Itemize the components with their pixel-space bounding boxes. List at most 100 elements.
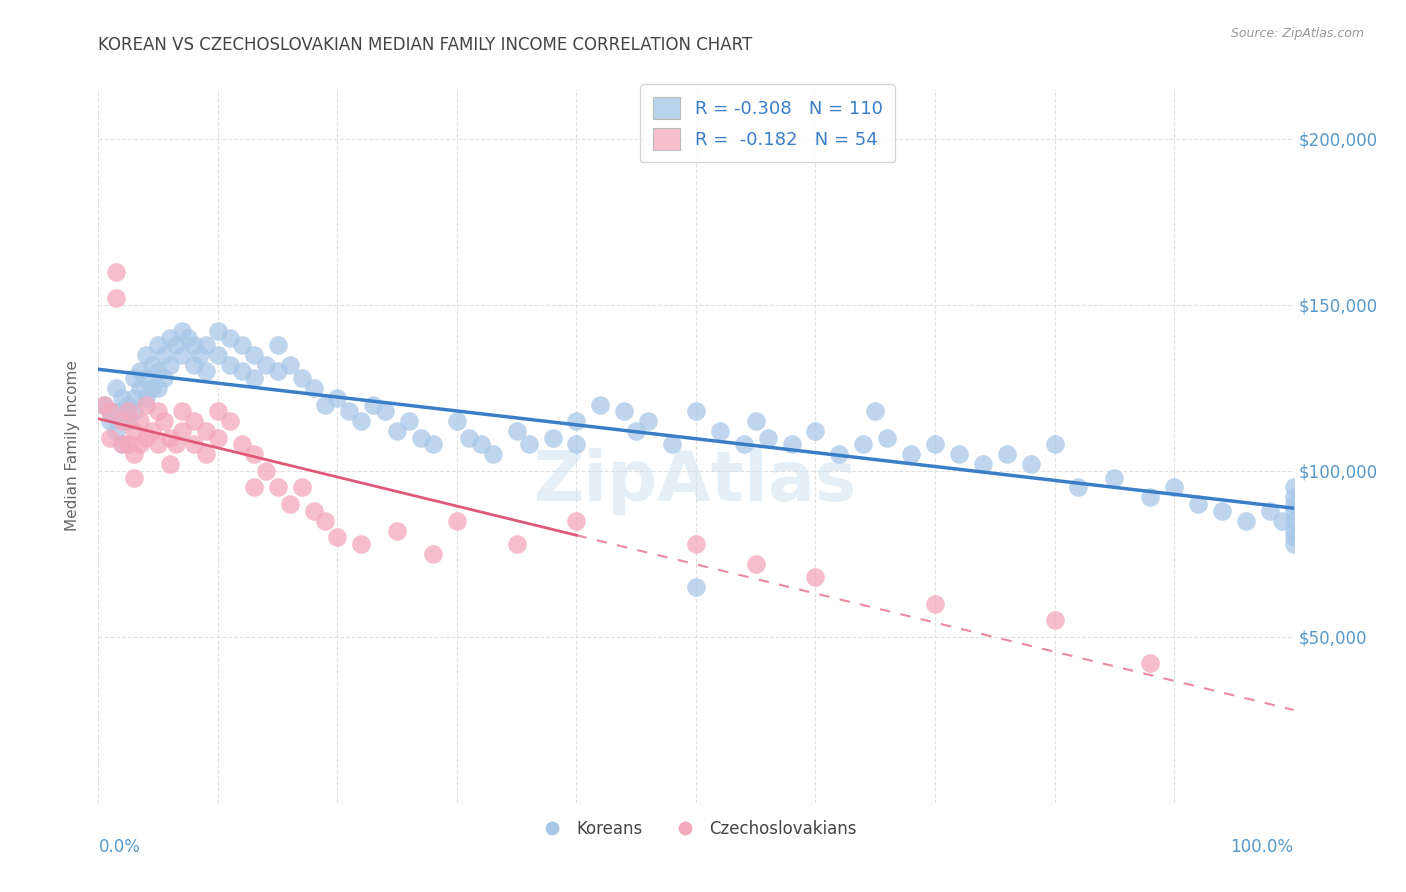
Point [254, 358, 277, 372]
Point [613, 404, 636, 418]
Point [1234, 514, 1257, 528]
Point [541, 431, 564, 445]
Point [124, 447, 146, 461]
Point [446, 414, 468, 428]
Legend: Koreans, Czechoslovakians: Koreans, Czechoslovakians [529, 814, 863, 845]
Point [195, 364, 218, 378]
Point [865, 404, 887, 418]
Point [129, 364, 152, 378]
Point [876, 431, 898, 445]
Point [1282, 524, 1305, 538]
Point [159, 358, 181, 372]
Point [589, 397, 612, 411]
Point [243, 447, 266, 461]
Point [363, 397, 385, 411]
Point [195, 338, 218, 352]
Point [98, 414, 122, 428]
Point [172, 325, 194, 339]
Point [159, 431, 181, 445]
Point [709, 424, 731, 438]
Point [135, 348, 157, 362]
Point [685, 404, 707, 418]
Point [385, 524, 409, 538]
Point [685, 537, 707, 551]
Point [105, 265, 128, 279]
Point [231, 437, 253, 451]
Point [98, 404, 122, 418]
Point [135, 431, 157, 445]
Point [1282, 491, 1305, 505]
Point [141, 424, 163, 438]
Point [183, 414, 205, 428]
Point [924, 437, 946, 451]
Point [481, 447, 505, 461]
Point [1282, 537, 1305, 551]
Point [291, 481, 314, 495]
Point [446, 514, 468, 528]
Point [111, 437, 134, 451]
Point [1043, 613, 1066, 627]
Point [458, 431, 481, 445]
Point [195, 424, 218, 438]
Point [517, 437, 540, 451]
Point [1211, 504, 1233, 518]
Point [804, 424, 827, 438]
Point [117, 437, 139, 451]
Point [733, 437, 755, 451]
Point [972, 457, 994, 471]
Point [685, 580, 707, 594]
Point [385, 424, 409, 438]
Point [1019, 457, 1042, 471]
Point [565, 414, 588, 428]
Point [350, 537, 373, 551]
Point [1139, 491, 1161, 505]
Point [302, 381, 325, 395]
Point [1271, 514, 1294, 528]
Point [219, 414, 242, 428]
Point [398, 414, 420, 428]
Point [172, 404, 194, 418]
Point [195, 447, 218, 461]
Point [98, 431, 122, 445]
Point [153, 348, 176, 362]
Point [254, 464, 277, 478]
Point [1104, 470, 1126, 484]
Point [135, 371, 157, 385]
Point [98, 404, 122, 418]
Point [291, 371, 314, 385]
Point [111, 404, 134, 418]
Point [141, 381, 163, 395]
Point [177, 331, 200, 345]
Point [231, 364, 253, 378]
Point [148, 381, 170, 395]
Point [93, 397, 115, 411]
Point [506, 424, 529, 438]
Text: KOREAN VS CZECHOSLOVAKIAN MEDIAN FAMILY INCOME CORRELATION CHART: KOREAN VS CZECHOSLOVAKIAN MEDIAN FAMILY … [98, 36, 752, 54]
Point [231, 338, 253, 352]
Point [105, 381, 128, 395]
Point [153, 414, 176, 428]
Text: ZipAtlas: ZipAtlas [534, 448, 858, 516]
Point [1163, 481, 1185, 495]
Point [1258, 504, 1281, 518]
Point [315, 397, 337, 411]
Point [129, 437, 152, 451]
Y-axis label: Median Family Income: Median Family Income [65, 360, 80, 532]
Point [207, 325, 229, 339]
Point [374, 404, 396, 418]
Point [900, 447, 922, 461]
Point [141, 358, 163, 372]
Point [117, 414, 139, 428]
Point [745, 414, 768, 428]
Point [995, 447, 1018, 461]
Point [1282, 530, 1305, 544]
Point [745, 557, 768, 571]
Point [93, 397, 115, 411]
Point [267, 338, 290, 352]
Point [326, 530, 349, 544]
Point [637, 414, 659, 428]
Point [267, 364, 290, 378]
Point [924, 597, 946, 611]
Point [105, 424, 128, 438]
Point [117, 397, 139, 411]
